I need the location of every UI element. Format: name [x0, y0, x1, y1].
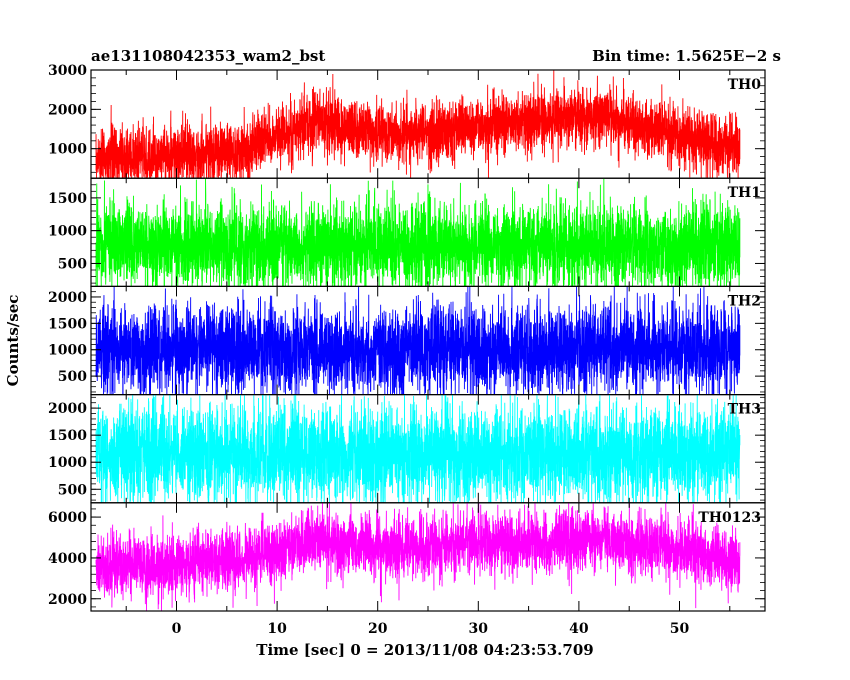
- y-tick-label: 2000: [48, 102, 87, 118]
- x-axis-label: Time [sec] 0 = 2013/11/08 04:23:53.709: [256, 641, 593, 659]
- series-line-th2: [95, 286, 741, 395]
- panel-th2: 500 1000 1500 2000 TH2: [48, 285, 766, 396]
- y-tick-label: 500: [58, 369, 87, 385]
- panel-label-th0: TH0: [728, 77, 762, 93]
- panel-label-th1: TH1: [728, 185, 761, 201]
- series-line-th0: [95, 70, 741, 179]
- panel-th1: 500 1000 1500 TH1: [48, 177, 766, 287]
- y-tick-label: 500: [58, 256, 87, 272]
- y-tick-label: 2000: [48, 401, 87, 417]
- panel-label-th3: TH3: [728, 402, 761, 418]
- y-tick-label: 1000: [48, 142, 87, 158]
- y-tick-label: 6000: [48, 510, 87, 526]
- y-tick-label: 2000: [48, 592, 87, 608]
- x-tick-label: 30: [469, 621, 489, 637]
- y-tick-label: 2000: [48, 290, 87, 306]
- chart-subtitle: Bin time: 1.5625E−2 s: [592, 47, 781, 65]
- y-tick-label: 500: [58, 482, 87, 498]
- x-tick-label: 10: [267, 621, 287, 637]
- y-tick-label: 4000: [48, 551, 87, 567]
- panel-th0: 1000 2000 3000 TH0: [48, 63, 766, 179]
- panel-label-th2: TH2: [728, 293, 761, 309]
- panel-label-th0123: TH0123: [698, 510, 761, 526]
- y-tick-label: 1500: [48, 316, 87, 332]
- y-tick-label: 1000: [48, 455, 87, 471]
- series-line-th1: [95, 178, 741, 287]
- x-tick-label: 20: [368, 621, 388, 637]
- x-tick-label: 0: [172, 621, 182, 637]
- y-tick-label: 3000: [48, 63, 87, 79]
- y-tick-label: 1500: [48, 191, 87, 207]
- y-tick-label: 1500: [48, 428, 87, 444]
- x-tick-label: 50: [670, 621, 690, 637]
- x-tick-label: 40: [569, 621, 589, 637]
- panel-th3: 500 1000 1500 2000 TH3: [48, 394, 766, 504]
- series-line-th0123: [95, 502, 741, 611]
- panel-th0123: 2000 4000 6000 TH0123: [48, 502, 766, 612]
- y-tick-label: 1000: [48, 224, 87, 240]
- y-axis-label: Counts/sec: [4, 295, 22, 387]
- chart-title: ae131108042353_wam2_bst: [91, 47, 325, 65]
- y-tick-label: 1000: [48, 343, 87, 359]
- series-line-th3: [95, 394, 741, 503]
